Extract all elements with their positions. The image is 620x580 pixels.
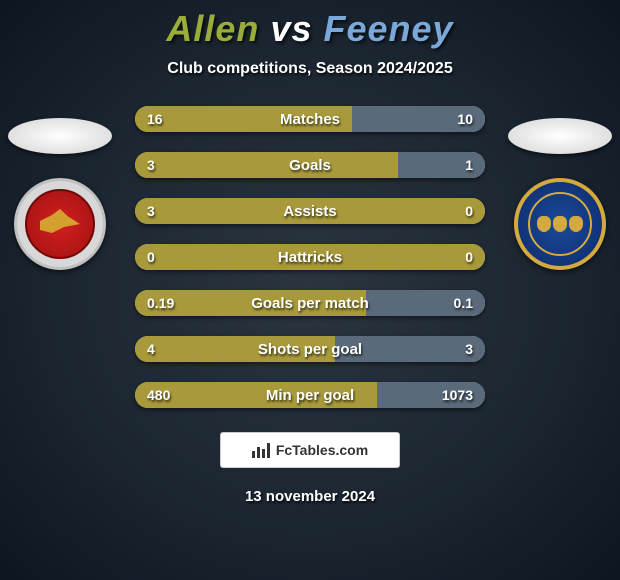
shrews-badge-inner (528, 192, 592, 256)
stat-label: Min per goal (135, 382, 485, 408)
subtitle: Club competitions, Season 2024/2025 (0, 60, 620, 78)
vs-text: vs (270, 8, 312, 49)
date-text: 13 november 2024 (0, 488, 620, 505)
stat-label: Hattricks (135, 244, 485, 270)
bar-chart-icon (252, 442, 270, 458)
stat-label: Goals (135, 152, 485, 178)
lion-icon (553, 216, 567, 232)
club-left-container (8, 118, 112, 270)
stat-row: 1610Matches (135, 106, 485, 132)
fctables-text: FcTables.com (276, 442, 368, 458)
stat-row: 00Hattricks (135, 244, 485, 270)
walsall-badge-inner (25, 189, 95, 259)
club-right-badge (514, 178, 606, 270)
stat-row: 4801073Min per goal (135, 382, 485, 408)
club-right-ellipse (508, 118, 612, 154)
club-left-badge (14, 178, 106, 270)
stat-row: 30Assists (135, 198, 485, 224)
comparison-title: Allen vs Feeney (0, 0, 620, 50)
stat-row: 0.190.1Goals per match (135, 290, 485, 316)
stat-label: Shots per goal (135, 336, 485, 362)
stat-label: Matches (135, 106, 485, 132)
player2-name: Feeney (324, 8, 454, 49)
club-left-ellipse (8, 118, 112, 154)
stat-row: 31Goals (135, 152, 485, 178)
fctables-branding: FcTables.com (220, 432, 400, 468)
walsall-bird-icon (40, 209, 80, 239)
lion-icon (537, 216, 551, 232)
stat-label: Assists (135, 198, 485, 224)
stat-label: Goals per match (135, 290, 485, 316)
player1-name: Allen (166, 8, 259, 49)
club-right-container (508, 118, 612, 270)
stat-row: 43Shots per goal (135, 336, 485, 362)
lion-icon (569, 216, 583, 232)
